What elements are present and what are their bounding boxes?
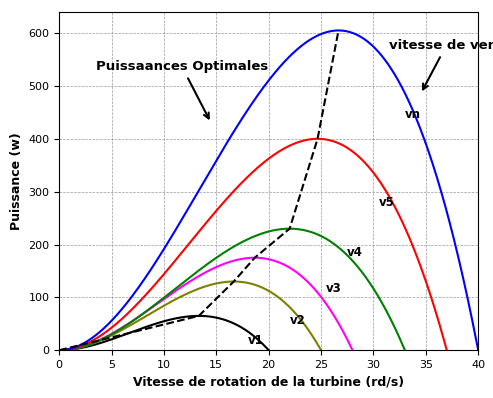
Text: v3: v3 (326, 282, 342, 295)
Text: v2: v2 (290, 314, 305, 327)
Text: Puissaances Optimales: Puissaances Optimales (96, 60, 268, 119)
Text: vitesse de vent: vitesse de vent (389, 39, 493, 90)
Text: v4: v4 (347, 246, 363, 259)
Text: vn: vn (405, 107, 421, 121)
Text: v1: v1 (247, 334, 263, 347)
X-axis label: Vitesse de rotation de la turbine (rd/s): Vitesse de rotation de la turbine (rd/s) (133, 376, 404, 388)
Y-axis label: Puissance (w): Puissance (w) (10, 132, 23, 230)
Text: v5: v5 (379, 197, 394, 209)
